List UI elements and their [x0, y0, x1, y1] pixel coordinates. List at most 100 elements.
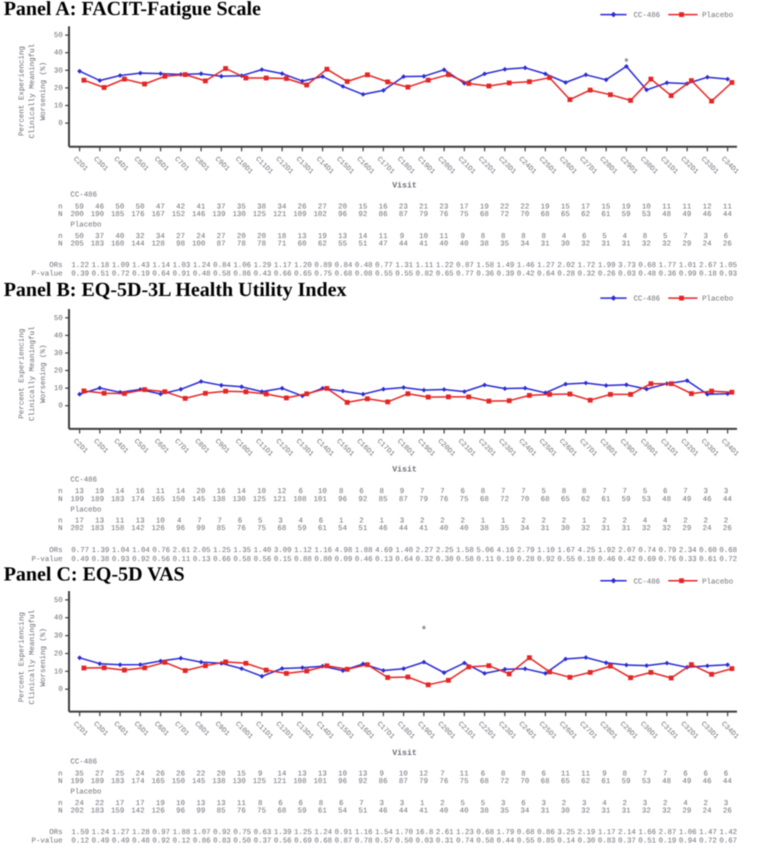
svg-text:1.39: 1.39 — [92, 547, 110, 555]
svg-text:1.77: 1.77 — [659, 262, 677, 270]
svg-text:92: 92 — [358, 496, 367, 504]
svg-text:68: 68 — [277, 525, 286, 533]
svg-text:16: 16 — [136, 488, 145, 496]
svg-text:85: 85 — [217, 525, 226, 533]
svg-text:15: 15 — [358, 203, 367, 211]
svg-text:144: 144 — [131, 240, 145, 248]
svg-text:0.68: 0.68 — [638, 262, 656, 270]
svg-text:61: 61 — [318, 525, 327, 533]
svg-text:3: 3 — [501, 800, 505, 808]
svg-text:35: 35 — [75, 770, 84, 778]
svg-text:CC-486: CC-486 — [634, 296, 661, 304]
svg-text:34: 34 — [520, 525, 529, 533]
svg-text:7: 7 — [602, 488, 606, 496]
svg-text:0.83: 0.83 — [213, 838, 231, 846]
svg-text:8: 8 — [380, 488, 384, 496]
svg-text:100: 100 — [192, 240, 205, 248]
svg-text:44: 44 — [399, 240, 408, 248]
svg-text:65: 65 — [561, 778, 570, 786]
svg-text:0.43: 0.43 — [254, 271, 272, 279]
svg-text:48: 48 — [662, 778, 671, 786]
svg-text:32: 32 — [662, 525, 671, 533]
svg-text:101: 101 — [313, 496, 327, 504]
svg-text:1.04: 1.04 — [112, 547, 130, 555]
svg-text:30: 30 — [561, 807, 570, 815]
svg-text:9: 9 — [258, 770, 262, 778]
svg-text:6: 6 — [359, 488, 363, 496]
svg-text:0.64: 0.64 — [152, 271, 170, 279]
svg-text:8: 8 — [521, 770, 525, 778]
svg-text:3: 3 — [400, 800, 404, 808]
svg-text:165: 165 — [151, 496, 164, 504]
svg-text:2: 2 — [724, 518, 728, 526]
svg-text:0.58: 0.58 — [213, 271, 231, 279]
svg-text:51: 51 — [358, 240, 367, 248]
svg-text:0.37: 0.37 — [254, 838, 272, 846]
svg-text:n: n — [58, 488, 62, 496]
svg-text:167: 167 — [151, 211, 164, 219]
svg-text:189: 189 — [91, 778, 104, 786]
svg-text:6: 6 — [278, 800, 282, 808]
svg-text:22: 22 — [196, 770, 205, 778]
svg-text:87: 87 — [399, 496, 408, 504]
svg-text:4: 4 — [683, 800, 688, 808]
svg-text:176: 176 — [131, 211, 144, 219]
svg-text:5.06: 5.06 — [476, 547, 494, 555]
svg-text:165: 165 — [151, 778, 164, 786]
svg-text:0.58: 0.58 — [456, 556, 474, 564]
svg-text:4: 4 — [562, 233, 567, 241]
svg-text:Visit: Visit — [392, 466, 417, 475]
svg-text:9: 9 — [400, 488, 404, 496]
svg-text:0.68: 0.68 — [335, 271, 353, 279]
svg-text:7: 7 — [683, 488, 687, 496]
svg-text:10: 10 — [54, 103, 63, 111]
svg-text:2.07: 2.07 — [618, 547, 636, 555]
svg-text:1: 1 — [420, 800, 425, 808]
svg-text:1.39: 1.39 — [274, 829, 292, 837]
svg-text:32: 32 — [662, 807, 671, 815]
svg-text:47: 47 — [379, 240, 388, 248]
svg-text:ORs: ORs — [49, 829, 62, 837]
svg-text:0.68: 0.68 — [314, 838, 332, 846]
svg-text:8: 8 — [339, 488, 343, 496]
svg-text:0.61: 0.61 — [699, 556, 717, 564]
svg-text:130: 130 — [232, 496, 245, 504]
svg-text:0.92: 0.92 — [213, 829, 231, 837]
svg-text:76: 76 — [439, 211, 448, 219]
svg-text:7: 7 — [197, 518, 201, 526]
svg-text:46: 46 — [95, 203, 104, 211]
svg-text:138: 138 — [212, 778, 225, 786]
svg-text:29: 29 — [682, 240, 691, 248]
svg-text:1.06: 1.06 — [679, 829, 697, 837]
svg-text:9: 9 — [602, 770, 606, 778]
svg-text:2.87: 2.87 — [659, 829, 677, 837]
svg-text:23: 23 — [399, 203, 408, 211]
svg-text:51: 51 — [358, 807, 367, 815]
svg-text:86: 86 — [379, 211, 388, 219]
svg-text:ORs: ORs — [49, 547, 62, 555]
svg-text:3.09: 3.09 — [274, 547, 292, 555]
svg-text:5: 5 — [481, 800, 485, 808]
svg-text:n: n — [58, 800, 62, 808]
svg-text:13: 13 — [298, 233, 307, 241]
svg-text:n: n — [58, 518, 62, 526]
svg-text:13: 13 — [318, 770, 327, 778]
svg-text:11: 11 — [662, 203, 671, 211]
svg-text:125: 125 — [253, 211, 266, 219]
svg-text:53: 53 — [642, 496, 651, 504]
svg-text:50: 50 — [54, 32, 63, 40]
svg-text:26: 26 — [298, 203, 307, 211]
svg-text:Placebo: Placebo — [702, 295, 733, 304]
svg-text:68: 68 — [277, 807, 286, 815]
svg-text:4: 4 — [602, 800, 607, 808]
svg-text:2.61: 2.61 — [173, 547, 191, 555]
svg-text:55: 55 — [338, 240, 347, 248]
svg-text:0.64: 0.64 — [537, 271, 555, 279]
svg-text:11: 11 — [439, 233, 448, 241]
svg-text:2.02: 2.02 — [557, 262, 575, 270]
svg-text:0.13: 0.13 — [193, 556, 211, 564]
svg-text:0.66: 0.66 — [274, 271, 292, 279]
svg-text:0.49: 0.49 — [112, 838, 130, 846]
svg-text:13: 13 — [95, 518, 104, 526]
svg-text:0.15: 0.15 — [274, 556, 292, 564]
